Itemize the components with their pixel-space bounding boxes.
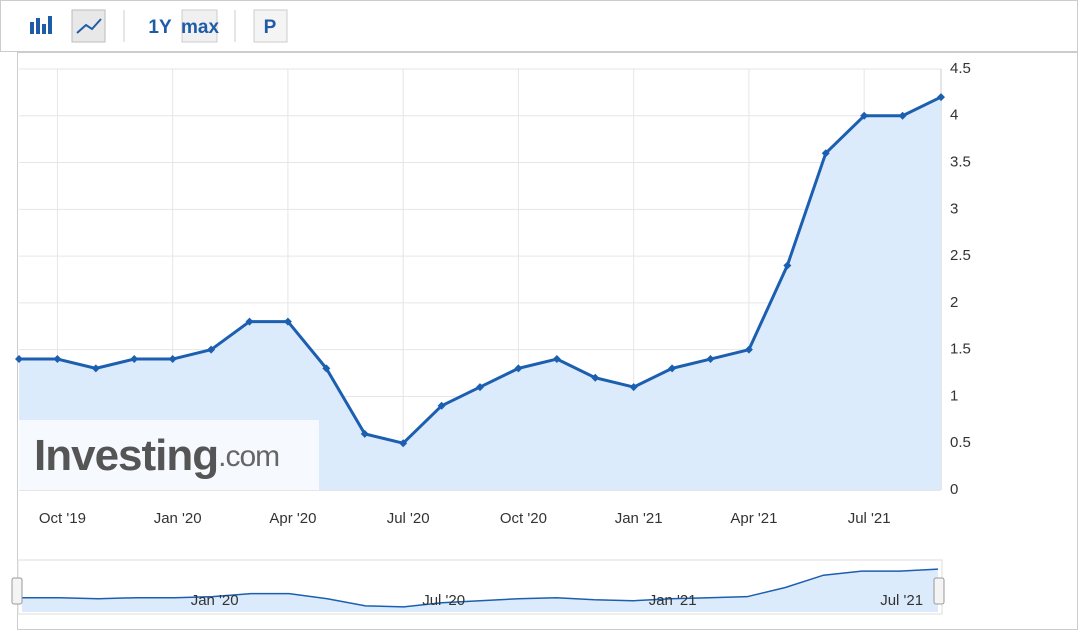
- y-tick-label: 1.5: [950, 341, 971, 358]
- marker: [53, 355, 62, 364]
- navigator-label: Jul '20: [422, 592, 465, 609]
- y-tick-label: 0.5: [950, 434, 971, 451]
- y-tick-label: 1: [950, 387, 958, 404]
- marker: [514, 364, 523, 373]
- marker: [591, 373, 600, 382]
- marker: [629, 383, 638, 392]
- navigator-label: Jan '21: [649, 592, 697, 609]
- marker: [245, 317, 254, 326]
- marker: [283, 317, 292, 326]
- marker: [476, 383, 484, 392]
- x-tick-label: Apr '20: [269, 510, 316, 527]
- y-tick-label: 2: [950, 294, 958, 311]
- marker: [130, 355, 139, 364]
- navigator-area: [22, 569, 938, 612]
- marker: [821, 149, 830, 158]
- y-tick-label: 4.5: [950, 60, 971, 77]
- marker: [168, 355, 177, 364]
- price-button[interactable]: P: [264, 17, 277, 38]
- plot: 0 0.5 1 1.5 2 2.5 3 3.5 4 4.5 Oct '19 Jan '20 Apr '2…: [15, 60, 971, 527]
- marker: [15, 355, 23, 364]
- marker: [860, 111, 869, 120]
- price-box: [253, 9, 288, 43]
- navigator-label: Jan '20: [191, 592, 239, 609]
- navigator-handle[interactable]: [11, 577, 23, 605]
- x-tick-label: Oct '20: [500, 510, 547, 527]
- y-tick-label: 3: [950, 200, 958, 217]
- marker: [437, 401, 446, 410]
- area: [19, 97, 941, 491]
- navigator-handle[interactable]: [933, 577, 945, 605]
- watermark-bg: [19, 420, 319, 490]
- marker: [360, 429, 369, 438]
- range-max-button[interactable]: max: [181, 17, 219, 38]
- range-1y-button[interactable]: 1Y: [148, 17, 172, 38]
- marker: [399, 439, 408, 448]
- x-tick-label: Jul '20: [387, 510, 430, 527]
- y-tick-label: 3.5: [950, 154, 971, 171]
- toolbar: [0, 0, 1078, 52]
- y-tick-label: 0: [950, 481, 958, 498]
- marker: [744, 345, 753, 354]
- navigator-line: [22, 568, 939, 608]
- range-max-box: [181, 9, 218, 43]
- y-tick-label: 4: [950, 107, 958, 124]
- marker: [322, 364, 331, 373]
- navigator-series: Jan '20 Jul '20 Jan '21 Jul '21: [22, 568, 939, 612]
- x-tick-label: Jan '20: [154, 510, 202, 527]
- navigator-label: Jul '21: [880, 592, 923, 609]
- bar-chart-button[interactable]: [30, 16, 52, 34]
- marker: [552, 355, 561, 364]
- marker: [91, 364, 100, 373]
- marker: [898, 111, 907, 120]
- marker: [706, 355, 715, 364]
- watermark-brand: Investing: [34, 431, 218, 480]
- marker: [207, 345, 216, 354]
- chart-frame: [17, 52, 1078, 630]
- line-chart-button[interactable]: [71, 9, 106, 43]
- x-tick-label: Apr '21: [730, 510, 777, 527]
- marker: [937, 93, 945, 102]
- x-tick-label: Jul '21: [848, 510, 891, 527]
- marker: [783, 261, 792, 270]
- x-tick-label: Jan '21: [615, 510, 663, 527]
- watermark: Investing.com: [34, 431, 279, 480]
- y-tick-label: 2.5: [950, 247, 971, 264]
- x-tick-label: Oct '19: [39, 510, 86, 527]
- watermark-suffix: .com: [218, 440, 279, 473]
- marker: [668, 364, 677, 373]
